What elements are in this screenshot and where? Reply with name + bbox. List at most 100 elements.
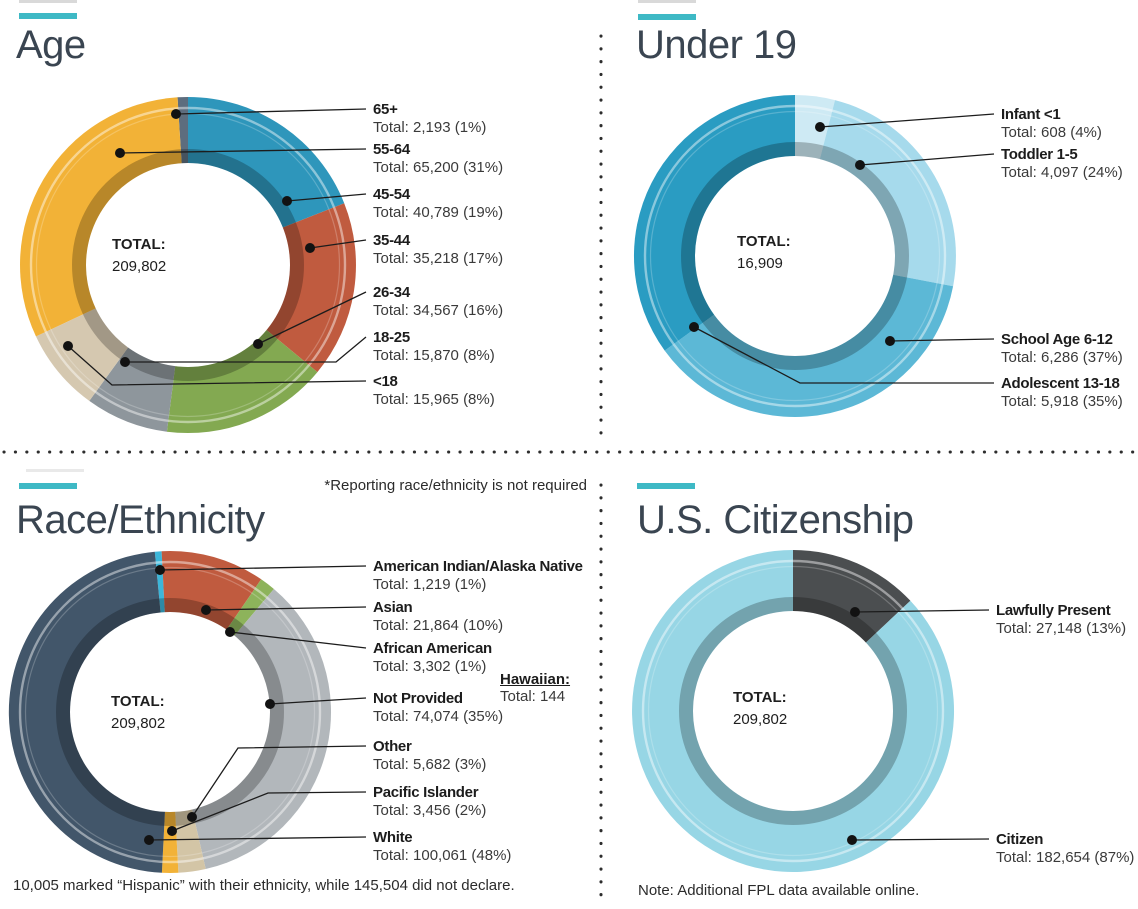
race-section: Race/Ethnicity *Reporting race/ethnicity… bbox=[0, 453, 600, 909]
outer-highlight-arc bbox=[18, 560, 322, 864]
segment-value: Total: 182,654 (87%) bbox=[996, 849, 1135, 866]
callout-dot bbox=[167, 826, 177, 836]
callout-line bbox=[159, 565, 367, 571]
segment-name: Other bbox=[373, 738, 412, 755]
segment-label-block: 55-64 Total: 65,200 (31%) bbox=[373, 141, 503, 177]
callout-dot bbox=[815, 122, 825, 132]
segment-value: Total: 3,456 (2%) bbox=[373, 802, 487, 819]
segment-label-block: Lawfully Present Total: 27,148 (13%) bbox=[996, 602, 1126, 638]
segment-name: 35-44 bbox=[373, 232, 410, 249]
segment-name: Pacific Islander bbox=[373, 784, 479, 801]
callout-dot bbox=[253, 339, 263, 349]
segment-name: American Indian/Alaska Native bbox=[373, 558, 583, 575]
age-total: TOTAL: 209,802 bbox=[112, 234, 166, 278]
callout-dot bbox=[225, 627, 235, 637]
segment-label-block: <18 Total: 15,965 (8%) bbox=[373, 373, 495, 409]
segment-name: 65+ bbox=[373, 101, 398, 118]
segment-value: Total: 100,061 (48%) bbox=[373, 847, 512, 864]
ghost-bar bbox=[26, 469, 84, 472]
callout-line bbox=[286, 193, 367, 202]
segment-value: Total: 4,097 (24%) bbox=[1001, 164, 1123, 181]
segment-name: Adolescent 13-18 bbox=[1001, 375, 1120, 392]
hawaiian-note: Hawaiian: Total: 144 bbox=[500, 671, 570, 705]
race-reporting-note: *Reporting race/ethnicity is not require… bbox=[324, 477, 587, 494]
segment-name: 26-34 bbox=[373, 284, 410, 301]
segment-value: Total: 2,193 (1%) bbox=[373, 119, 487, 136]
donut-hole bbox=[70, 612, 270, 812]
segment-value: Total: 15,965 (8%) bbox=[373, 391, 495, 408]
segment-label-block: 26-34 Total: 34,567 (16%) bbox=[373, 284, 503, 320]
outer-highlight-arc-2 bbox=[649, 110, 941, 402]
segment-value: Total: 608 (4%) bbox=[1001, 124, 1102, 141]
callout-line bbox=[859, 153, 995, 166]
callout-dot bbox=[187, 812, 197, 822]
fpl-note: Note: Additional FPL data available onli… bbox=[638, 882, 920, 899]
segment-name: <18 bbox=[373, 373, 398, 390]
under19-section: Under 19 TOTAL: 16,909 Infant <1 Total: 6… bbox=[600, 0, 1138, 453]
segment-label-block: 35-44 Total: 35,218 (17%) bbox=[373, 232, 503, 268]
segment-value: Total: 34,567 (16%) bbox=[373, 302, 504, 319]
callout-line bbox=[148, 836, 367, 841]
segment-value: Total: 21,864 (10%) bbox=[373, 617, 504, 634]
segment-name: Lawfully Present bbox=[996, 602, 1111, 619]
hawaiian-label: Hawaiian: bbox=[500, 671, 571, 688]
callout-dot bbox=[885, 336, 895, 346]
accent-bar bbox=[637, 483, 695, 489]
callout-dot bbox=[282, 196, 292, 206]
callout-dot bbox=[847, 835, 857, 845]
segment-value: Total: 5,682 (3%) bbox=[373, 756, 487, 773]
segment-name: Asian bbox=[373, 599, 413, 616]
segment-name: 45-54 bbox=[373, 186, 410, 203]
ghost-bar bbox=[19, 0, 77, 3]
callout-line bbox=[191, 745, 367, 818]
inner-shadow-ring bbox=[72, 149, 304, 381]
callout-dot bbox=[855, 160, 865, 170]
segment-value: Total: 1,219 (1%) bbox=[373, 576, 487, 593]
outer-highlight-arc bbox=[643, 104, 947, 408]
callout-line bbox=[257, 291, 367, 345]
callout-dot bbox=[120, 357, 130, 367]
under19-donut-chart bbox=[633, 95, 995, 417]
age-donut-chart bbox=[20, 96, 367, 434]
segment-name: School Age 6-12 bbox=[1001, 331, 1113, 348]
race-title: Race/Ethnicity bbox=[16, 498, 265, 542]
callout-dot bbox=[265, 699, 275, 709]
hispanic-note: 10,005 marked “Hispanic” with their ethn… bbox=[13, 877, 515, 894]
segment-name: Infant <1 bbox=[1001, 106, 1061, 123]
inner-shadow-ring bbox=[681, 142, 909, 370]
segment-value: Total: 40,789 (19%) bbox=[373, 204, 504, 221]
segment-name: Citizen bbox=[996, 831, 1044, 848]
total-value: 16,909 bbox=[737, 255, 783, 272]
callout-line bbox=[269, 697, 367, 705]
segment-label-block: School Age 6-12 Total: 6,286 (37%) bbox=[1001, 331, 1123, 367]
callout-dot bbox=[850, 607, 860, 617]
donut-hole bbox=[693, 611, 893, 811]
segment-label-block: Infant <1 Total: 608 (4%) bbox=[1001, 106, 1102, 142]
segment-label-block: White Total: 100,061 (48%) bbox=[373, 829, 511, 865]
callout-dot bbox=[689, 322, 699, 332]
callout-line bbox=[229, 631, 367, 649]
segment-label-block: American Indian/Alaska Native Total: 1,21… bbox=[373, 558, 583, 594]
segment-label-block: 18-25 Total: 15,870 (8%) bbox=[373, 329, 495, 365]
accent-bar bbox=[19, 13, 77, 19]
segment-label-block: Toddler 1-5 Total: 4,097 (24%) bbox=[1001, 146, 1123, 182]
segment-label-block: Citizen Total: 182,654 (87%) bbox=[996, 831, 1134, 867]
callout-line bbox=[819, 113, 995, 128]
callout-line bbox=[309, 239, 367, 249]
segment-name: 55-64 bbox=[373, 141, 410, 158]
total-label: TOTAL: bbox=[733, 689, 787, 706]
callout-dot bbox=[155, 565, 165, 575]
age-title: Age bbox=[16, 23, 86, 67]
total-label: TOTAL: bbox=[112, 236, 166, 253]
callout-line bbox=[125, 336, 367, 363]
total-label: TOTAL: bbox=[737, 233, 791, 250]
citizenship-donut-chart bbox=[632, 550, 990, 872]
segment-label-block: Asian Total: 21,864 (10%) bbox=[373, 599, 503, 635]
callout-line bbox=[889, 338, 995, 342]
hawaiian-value: Total: 144 bbox=[500, 688, 566, 705]
segment-value: Total: 65,200 (31%) bbox=[373, 159, 504, 176]
segment-name: African American bbox=[373, 640, 492, 657]
segment-label-block: Pacific Islander Total: 3,456 (2%) bbox=[373, 784, 486, 820]
outer-highlight-arc bbox=[29, 106, 347, 424]
